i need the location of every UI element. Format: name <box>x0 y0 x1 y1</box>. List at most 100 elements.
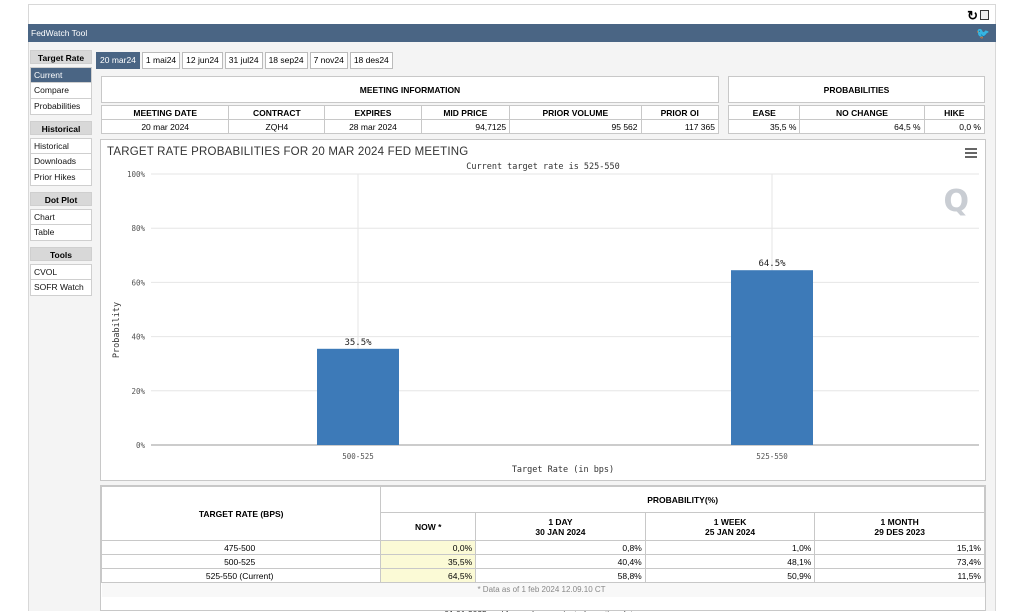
quikstrike-logo: Q <box>943 184 969 219</box>
meeting-information-title: MEETING INFORMATION <box>101 76 719 103</box>
sidebar-item-chart[interactable]: Chart <box>30 209 92 225</box>
chart-subtitle: Current target rate is 525-550 <box>466 162 620 172</box>
sidebar: Target Rate Current Compare Probabilitie… <box>30 50 92 302</box>
column-header: NO CHANGE <box>799 105 925 120</box>
y-tick-label: 100% <box>127 170 146 179</box>
hike-value: 0,0 % <box>923 119 986 134</box>
x-tick-label: 500-525 <box>342 452 374 461</box>
table-row: 525-550 (Current) 64,5% 58,8% 50,9% 11,5… <box>100 568 985 583</box>
tab-meeting[interactable]: 18 sep24 <box>264 52 308 69</box>
data-timestamp-note: * Data as of 1 feb 2024 12.09.10 CT <box>101 582 985 597</box>
probability-cell: 0,0% <box>380 540 477 555</box>
chart-menu-icon[interactable] <box>965 148 977 160</box>
target-rate-cell: 500-525 <box>100 554 382 569</box>
table-row: 35,5 % 64,5 % 0,0 % <box>727 119 986 134</box>
tab-meeting[interactable]: 1 mai24 <box>141 52 181 69</box>
sidebar-item-downloads[interactable]: Downloads <box>30 154 92 170</box>
table-header-row: EASE NO CHANGE HIKE <box>727 105 986 120</box>
bar-500-525[interactable] <box>317 348 399 445</box>
tab-meeting[interactable]: 20 mar24 <box>96 52 140 69</box>
target-rate-header: TARGET RATE (BPS) <box>100 486 382 541</box>
expires-value: 28 mar 2024 <box>324 119 422 134</box>
x-axis-label: Target Rate (in bps) <box>512 465 614 475</box>
window-toolbar: ↻ <box>28 4 996 24</box>
sidebar-group-dot-plot: Dot Plot Chart Table <box>30 192 92 241</box>
probability-cell: 0,8% <box>475 540 646 555</box>
sidebar-item-sofr-watch[interactable]: SOFR Watch <box>30 280 92 296</box>
column-header: EXPIRES <box>324 105 422 120</box>
y-tick-label: 80% <box>131 224 145 233</box>
probability-cell: 64,5% <box>380 568 477 583</box>
meeting-tabs: 20 mar24 1 mai24 12 jun24 31 jul24 18 se… <box>96 52 393 69</box>
column-header-now: NOW * <box>380 512 477 541</box>
column-header: MID PRICE <box>420 105 511 120</box>
probabilities-table: EASE NO CHANGE HIKE 35,5 % 64,5 % 0,0 % <box>727 105 986 134</box>
y-tick-label: 20% <box>131 387 145 396</box>
y-tick-label: 40% <box>131 333 145 342</box>
sidebar-item-current[interactable]: Current <box>30 67 92 83</box>
sidebar-group-historical: Historical Historical Downloads Prior Hi… <box>30 121 92 186</box>
bar-data-label: 35.5% <box>344 338 372 348</box>
mid-price-value: 94,7125 <box>420 119 511 134</box>
table-header-row: MEETING DATE CONTRACT EXPIRES MID PRICE … <box>100 105 720 120</box>
y-tick-label: 60% <box>131 278 145 287</box>
sidebar-item-prior-hikes[interactable]: Prior Hikes <box>30 170 92 186</box>
column-header-1-month: 1 MONTH 29 DES 2023 <box>814 512 985 541</box>
meeting-information-table: MEETING DATE CONTRACT EXPIRES MID PRICE … <box>100 105 720 134</box>
probability-cell: 35,5% <box>380 554 477 569</box>
ease-value: 35,5 % <box>727 119 801 134</box>
probability-cell: 40,4% <box>475 554 646 569</box>
tab-meeting[interactable]: 31 jul24 <box>224 52 263 69</box>
bar-data-label: 64.5% <box>758 259 786 269</box>
table-row: 475-500 0,0% 0,8% 1,0% 15,1% <box>100 540 985 555</box>
sidebar-item-cvol[interactable]: CVOL <box>30 264 92 280</box>
target-rate-chart-panel: TARGET RATE PROBABILITIES FOR 20 MAR 202… <box>100 139 986 481</box>
twitter-bird-icon[interactable]: 🐦 <box>976 28 990 40</box>
bar-525-550[interactable] <box>731 270 813 445</box>
x-tick-label: 525-550 <box>756 452 788 461</box>
column-header-1-day: 1 DAY 30 JAN 2024 <box>475 512 646 541</box>
probability-cell: 48,1% <box>644 554 816 569</box>
probability-history-panel: TARGET RATE (BPS) PROBABILITY(%) NOW * 1… <box>100 485 986 612</box>
probability-cell: 15,1% <box>814 540 985 555</box>
projected-dates-note: 01.01.2025 and forward are projected mee… <box>101 608 985 612</box>
chart-title: TARGET RATE PROBABILITIES FOR 20 MAR 202… <box>107 146 469 158</box>
column-header: HIKE <box>923 105 986 120</box>
table-row: 500-525 35,5% 40,4% 48,1% 73,4% <box>100 554 985 569</box>
sidebar-heading: Tools <box>30 247 92 261</box>
target-rate-cell: 475-500 <box>100 540 382 555</box>
probability-cell: 1,0% <box>644 540 816 555</box>
meeting-information-panel: MEETING INFORMATION MEETING DATE CONTRAC… <box>100 76 720 136</box>
sidebar-item-compare[interactable]: Compare <box>30 83 92 99</box>
probability-cell: 58,8% <box>475 568 646 583</box>
sidebar-item-historical[interactable]: Historical <box>30 138 92 154</box>
sidebar-item-probabilities[interactable]: Probabilities <box>30 99 92 115</box>
column-header-1-week: 1 WEEK 25 JAN 2024 <box>644 512 816 541</box>
table-row: 20 mar 2024 ZQH4 28 mar 2024 94,7125 95 … <box>100 119 720 134</box>
sidebar-group-target-rate: Target Rate Current Compare Probabilitie… <box>30 50 92 115</box>
prior-oi-value: 117 365 <box>640 119 720 134</box>
sidebar-heading: Target Rate <box>30 50 92 64</box>
tab-meeting[interactable]: 7 nov24 <box>309 52 348 69</box>
sidebar-item-table[interactable]: Table <box>30 225 92 241</box>
reload-icon[interactable]: ↻ <box>967 8 978 23</box>
sidebar-heading: Historical <box>30 121 92 135</box>
probabilities-title: PROBABILITIES <box>728 76 985 103</box>
probabilities-panel: PROBABILITIES EASE NO CHANGE HIKE 35,5 %… <box>727 76 986 136</box>
probability-history-table: TARGET RATE (BPS) PROBABILITY(%) NOW * 1… <box>100 486 985 597</box>
tab-meeting[interactable]: 12 jun24 <box>182 52 223 69</box>
probability-group-header: PROBABILITY(%) <box>380 486 985 513</box>
y-tick-label: 0% <box>136 441 146 450</box>
contract-value: ZQH4 <box>228 119 326 134</box>
column-header: EASE <box>727 105 801 120</box>
prior-volume-value: 95 562 <box>509 119 642 134</box>
app-frame: Target Rate Current Compare Probabilitie… <box>28 42 996 612</box>
toolbar-icons: ↻ <box>965 8 989 24</box>
bar-chart: 0% 20% 40% 60% 80% 100% 35.5% 500-525 64.5% 525-… <box>112 170 979 475</box>
no-change-value: 64,5 % <box>799 119 925 134</box>
popout-icon[interactable] <box>980 9 989 20</box>
tab-meeting[interactable]: 18 des24 <box>349 52 393 69</box>
probability-cell: 73,4% <box>814 554 985 569</box>
app-title: FedWatch Tool <box>31 28 88 38</box>
probability-cell: 50,9% <box>644 568 816 583</box>
